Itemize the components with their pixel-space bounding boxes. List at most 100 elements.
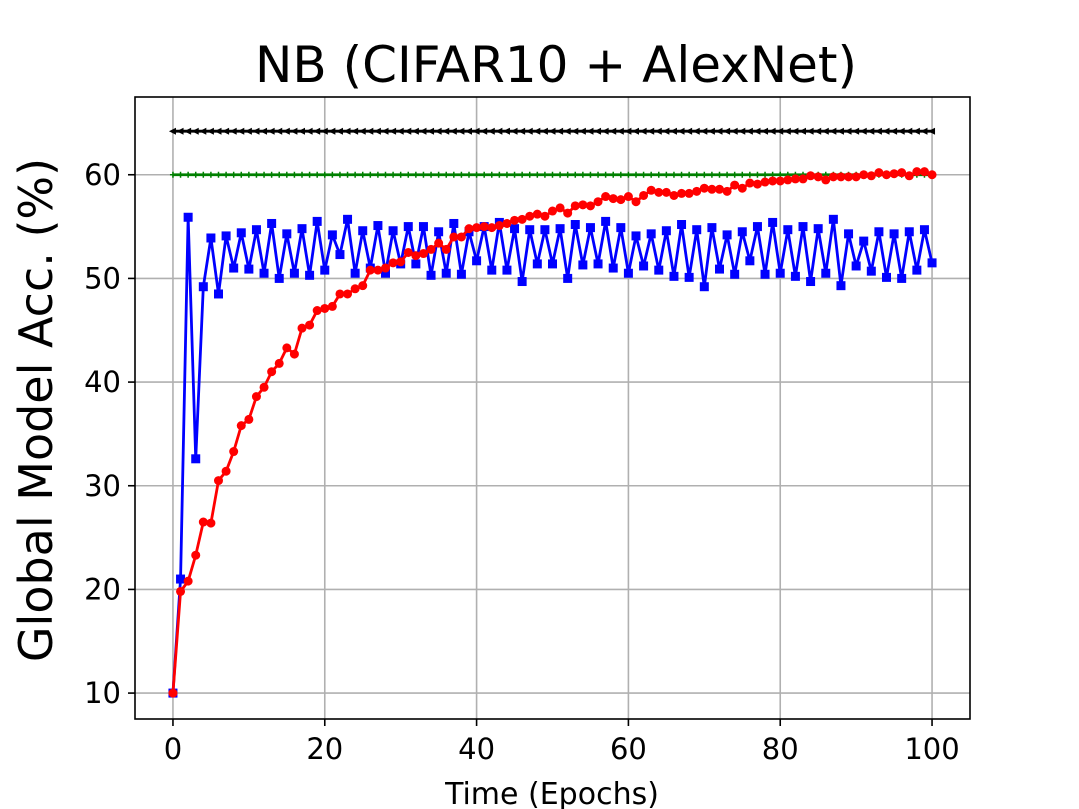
data-point [730, 269, 740, 279]
data-point [335, 250, 345, 260]
data-point [343, 289, 353, 299]
data-point [390, 171, 397, 178]
data-point [572, 171, 579, 178]
data-point [798, 174, 808, 184]
data-point [411, 251, 421, 261]
data-point [305, 320, 315, 330]
data-point [609, 127, 617, 135]
data-point [525, 225, 535, 235]
data-point [654, 187, 664, 197]
data-point [481, 171, 488, 178]
data-point [882, 170, 891, 180]
data-point [631, 197, 641, 207]
data-point [904, 227, 914, 237]
data-point [312, 306, 322, 316]
data-point [585, 201, 595, 211]
data-point [724, 171, 731, 178]
x-axis-label: Time (Epochs) [444, 777, 659, 809]
data-point [434, 227, 444, 237]
data-point [510, 215, 520, 225]
data-point [844, 172, 854, 182]
data-point [715, 127, 723, 135]
data-point [578, 200, 588, 210]
data-point [829, 127, 837, 135]
data-point [496, 171, 503, 178]
data-point [639, 261, 649, 271]
data-point [624, 127, 632, 135]
data-point [540, 127, 548, 135]
data-point [874, 168, 884, 178]
data-point [836, 127, 844, 135]
data-point [570, 201, 580, 211]
data-point [487, 265, 497, 275]
data-point [677, 220, 687, 230]
data-point [866, 171, 876, 181]
data-point [518, 127, 526, 135]
data-point [594, 127, 602, 135]
data-point [428, 171, 435, 178]
data-point [669, 127, 677, 135]
data-point [859, 170, 869, 180]
data-point [290, 127, 298, 135]
data-point [289, 349, 299, 359]
data-point [897, 127, 905, 135]
data-point [670, 171, 677, 178]
data-point [305, 127, 313, 135]
data-point [191, 550, 201, 560]
plot-frame [134, 96, 971, 720]
data-point [806, 127, 814, 135]
data-point [200, 171, 207, 178]
data-point [768, 127, 776, 135]
data-point [511, 171, 518, 178]
y-tick-label: 30 [84, 469, 121, 503]
data-point [813, 224, 823, 234]
data-point [647, 127, 655, 135]
data-point [381, 263, 390, 273]
data-point [466, 171, 472, 178]
data-point [601, 127, 609, 135]
data-point [373, 221, 383, 231]
data-point [684, 272, 694, 282]
data-point [396, 257, 406, 267]
data-point [927, 258, 937, 268]
data-point [762, 171, 769, 178]
data-point [456, 269, 466, 279]
data-point [722, 186, 732, 196]
data-point [320, 303, 330, 313]
data-point [578, 260, 588, 270]
data-point [752, 222, 762, 232]
data-point [328, 127, 336, 135]
data-point [746, 171, 753, 178]
data-point [214, 476, 223, 486]
data-point [365, 265, 375, 275]
data-point [374, 171, 381, 178]
data-point [534, 171, 541, 178]
data-point [882, 127, 890, 135]
data-point [244, 414, 254, 424]
data-point [382, 171, 389, 178]
data-point [397, 171, 404, 178]
data-point [418, 222, 428, 232]
data-point [457, 127, 465, 135]
data-point [738, 127, 746, 135]
data-point [403, 222, 413, 232]
data-point [199, 127, 207, 135]
data-point [456, 232, 466, 242]
data-point [206, 233, 216, 243]
data-point [557, 171, 564, 178]
data-point [852, 127, 860, 135]
data-point [389, 127, 397, 135]
data-point [692, 225, 702, 235]
x-tick-label: 40 [458, 732, 495, 766]
data-point [488, 171, 495, 178]
data-point [388, 258, 398, 268]
data-point [480, 127, 488, 135]
data-point [381, 127, 389, 135]
data-point [564, 171, 571, 178]
data-point [707, 127, 715, 135]
data-point [373, 265, 383, 275]
data-point [464, 224, 474, 234]
data-point [267, 218, 277, 228]
data-point [701, 171, 708, 178]
data-point [693, 171, 700, 178]
